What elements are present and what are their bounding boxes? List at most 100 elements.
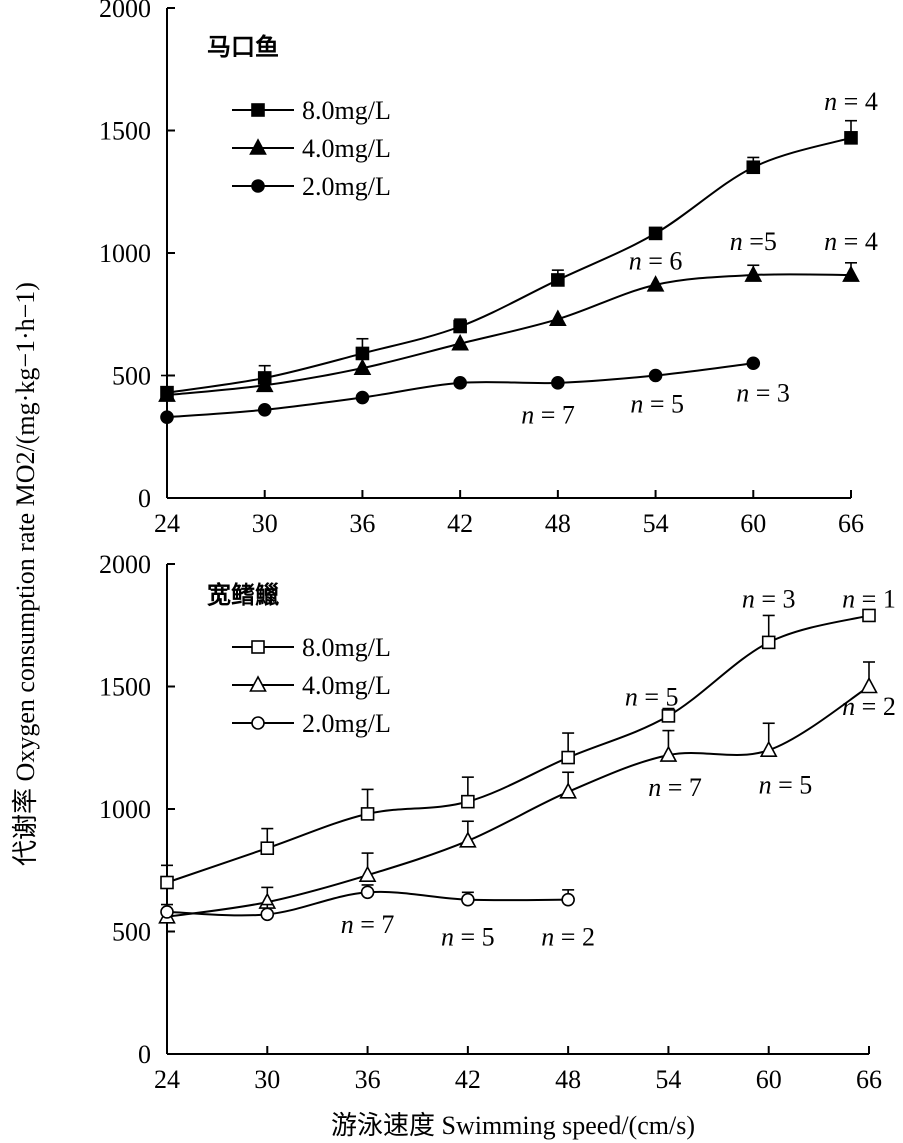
legend-item: 4.0mg/L — [232, 671, 391, 700]
data-point — [761, 635, 776, 650]
series-8.0mg/L — [160, 119, 858, 400]
chart-panel-2: 0 500 1000 1500 2000 24 30 36 42 48 54 60 66 8.0mg/L 4… — [99, 550, 896, 1094]
data-point — [360, 885, 375, 900]
y-tick-label: 2000 — [99, 550, 151, 579]
series-line — [166, 614, 870, 884]
data-point — [648, 226, 663, 241]
chart-panel-1: 0 500 1000 1500 2000 24 30 36 42 48 54 60 66 8.0mg/L 4… — [99, 0, 878, 538]
x-tick-label: 30 — [254, 1065, 280, 1094]
data-point — [160, 410, 174, 424]
sample-size-label: n = 7 — [521, 401, 575, 430]
y-tick-label: 1500 — [99, 117, 151, 146]
series-8.0mg/L — [160, 608, 876, 890]
x-tick-label: 48 — [555, 1065, 581, 1094]
data-point — [358, 865, 377, 882]
y-tick-label: 500 — [112, 362, 151, 391]
data-point — [260, 907, 275, 922]
data-point — [355, 390, 370, 405]
y-tick-label: 2000 — [99, 0, 151, 23]
x-axis-title: 游泳速度 Swimming speed/(cm/s) — [331, 1111, 695, 1140]
chart-title: 宽鳍鱲 — [207, 581, 279, 609]
data-point — [646, 275, 665, 292]
y-tick-label: 1000 — [99, 795, 151, 824]
sample-size-label: n =5 — [730, 227, 777, 256]
series-line — [166, 685, 870, 918]
series-line — [166, 273, 852, 397]
data-point — [559, 782, 577, 799]
data-point — [257, 402, 272, 417]
x-tick-label: 66 — [856, 1065, 882, 1094]
data-point — [860, 676, 878, 694]
sample-size-label: n = 3 — [736, 379, 790, 408]
data-point — [746, 356, 761, 371]
data-point — [160, 905, 174, 919]
legend-marker — [251, 716, 265, 730]
sample-size-label: n = 5 — [759, 771, 813, 800]
sample-size-label: n = 2 — [842, 692, 896, 721]
data-point — [451, 333, 469, 351]
data-point — [549, 309, 567, 326]
x-tick-label: 36 — [355, 1065, 381, 1094]
x-tick-label: 42 — [447, 509, 473, 538]
sample-size-label: n = 5 — [441, 922, 495, 951]
legend-label: 4.0mg/L — [302, 671, 391, 700]
data-point — [551, 273, 565, 287]
sample-size-label: n = 7 — [341, 910, 395, 939]
x-tick-label: 42 — [455, 1065, 481, 1094]
data-point — [759, 740, 778, 758]
data-point — [353, 358, 372, 375]
legend-marker — [249, 675, 267, 692]
legend-label: 4.0mg/L — [302, 134, 391, 163]
sample-size-label: n = 4 — [824, 227, 878, 256]
x-tick-label: 48 — [545, 509, 571, 538]
data-point — [355, 346, 370, 361]
data-point — [255, 375, 274, 393]
legend-marker — [251, 103, 265, 117]
sample-size-label: n = 5 — [625, 682, 679, 711]
legend-item: 2.0mg/L — [232, 172, 391, 201]
x-tick-label: 54 — [655, 1065, 681, 1094]
series-4.0mg/L — [158, 261, 860, 402]
data-point — [461, 892, 475, 907]
x-tick-label: 60 — [756, 1065, 782, 1094]
legend-label: 8.0mg/L — [302, 96, 391, 125]
y-tick-label: 1500 — [99, 673, 151, 702]
legend-item: 4.0mg/L — [232, 134, 391, 163]
data-point — [360, 807, 375, 821]
x-tick-label: 24 — [154, 509, 180, 538]
data-point — [260, 841, 275, 856]
data-point — [842, 265, 860, 282]
y-tick-label: 0 — [138, 484, 151, 513]
sample-size-label: n = 5 — [630, 390, 684, 419]
legend-marker — [251, 179, 265, 193]
data-point — [661, 709, 676, 723]
x-tick-label: 36 — [349, 509, 375, 538]
legend-marker — [249, 138, 267, 155]
data-point — [744, 265, 763, 282]
y-tick-label: 500 — [112, 918, 151, 947]
legend-label: 8.0mg/L — [302, 633, 391, 662]
x-tick-label: 60 — [740, 509, 766, 538]
legend-item: 8.0mg/L — [232, 96, 391, 125]
series-2.0mg/L — [160, 884, 575, 922]
data-point — [551, 376, 565, 390]
legend-label: 2.0mg/L — [302, 709, 391, 738]
sample-size-label: n = 4 — [824, 87, 878, 116]
sample-size-label: n = 7 — [648, 773, 702, 802]
x-tick-label: 24 — [154, 1065, 180, 1094]
data-point — [459, 831, 477, 848]
sample-size-label: n = 6 — [629, 246, 683, 275]
sample-size-label: n = 3 — [742, 584, 796, 613]
data-point — [453, 376, 467, 390]
sample-size-label: n = 1 — [842, 584, 896, 613]
y-tick-label: 0 — [138, 1040, 151, 1069]
sample-size-label: n = 2 — [541, 922, 595, 951]
data-point — [453, 319, 467, 334]
legend-item: 8.0mg/L — [232, 633, 391, 662]
data-point — [461, 794, 475, 809]
legend-label: 2.0mg/L — [302, 172, 391, 201]
x-tick-label: 30 — [252, 509, 278, 538]
data-point — [158, 385, 176, 402]
series-line — [166, 136, 852, 394]
